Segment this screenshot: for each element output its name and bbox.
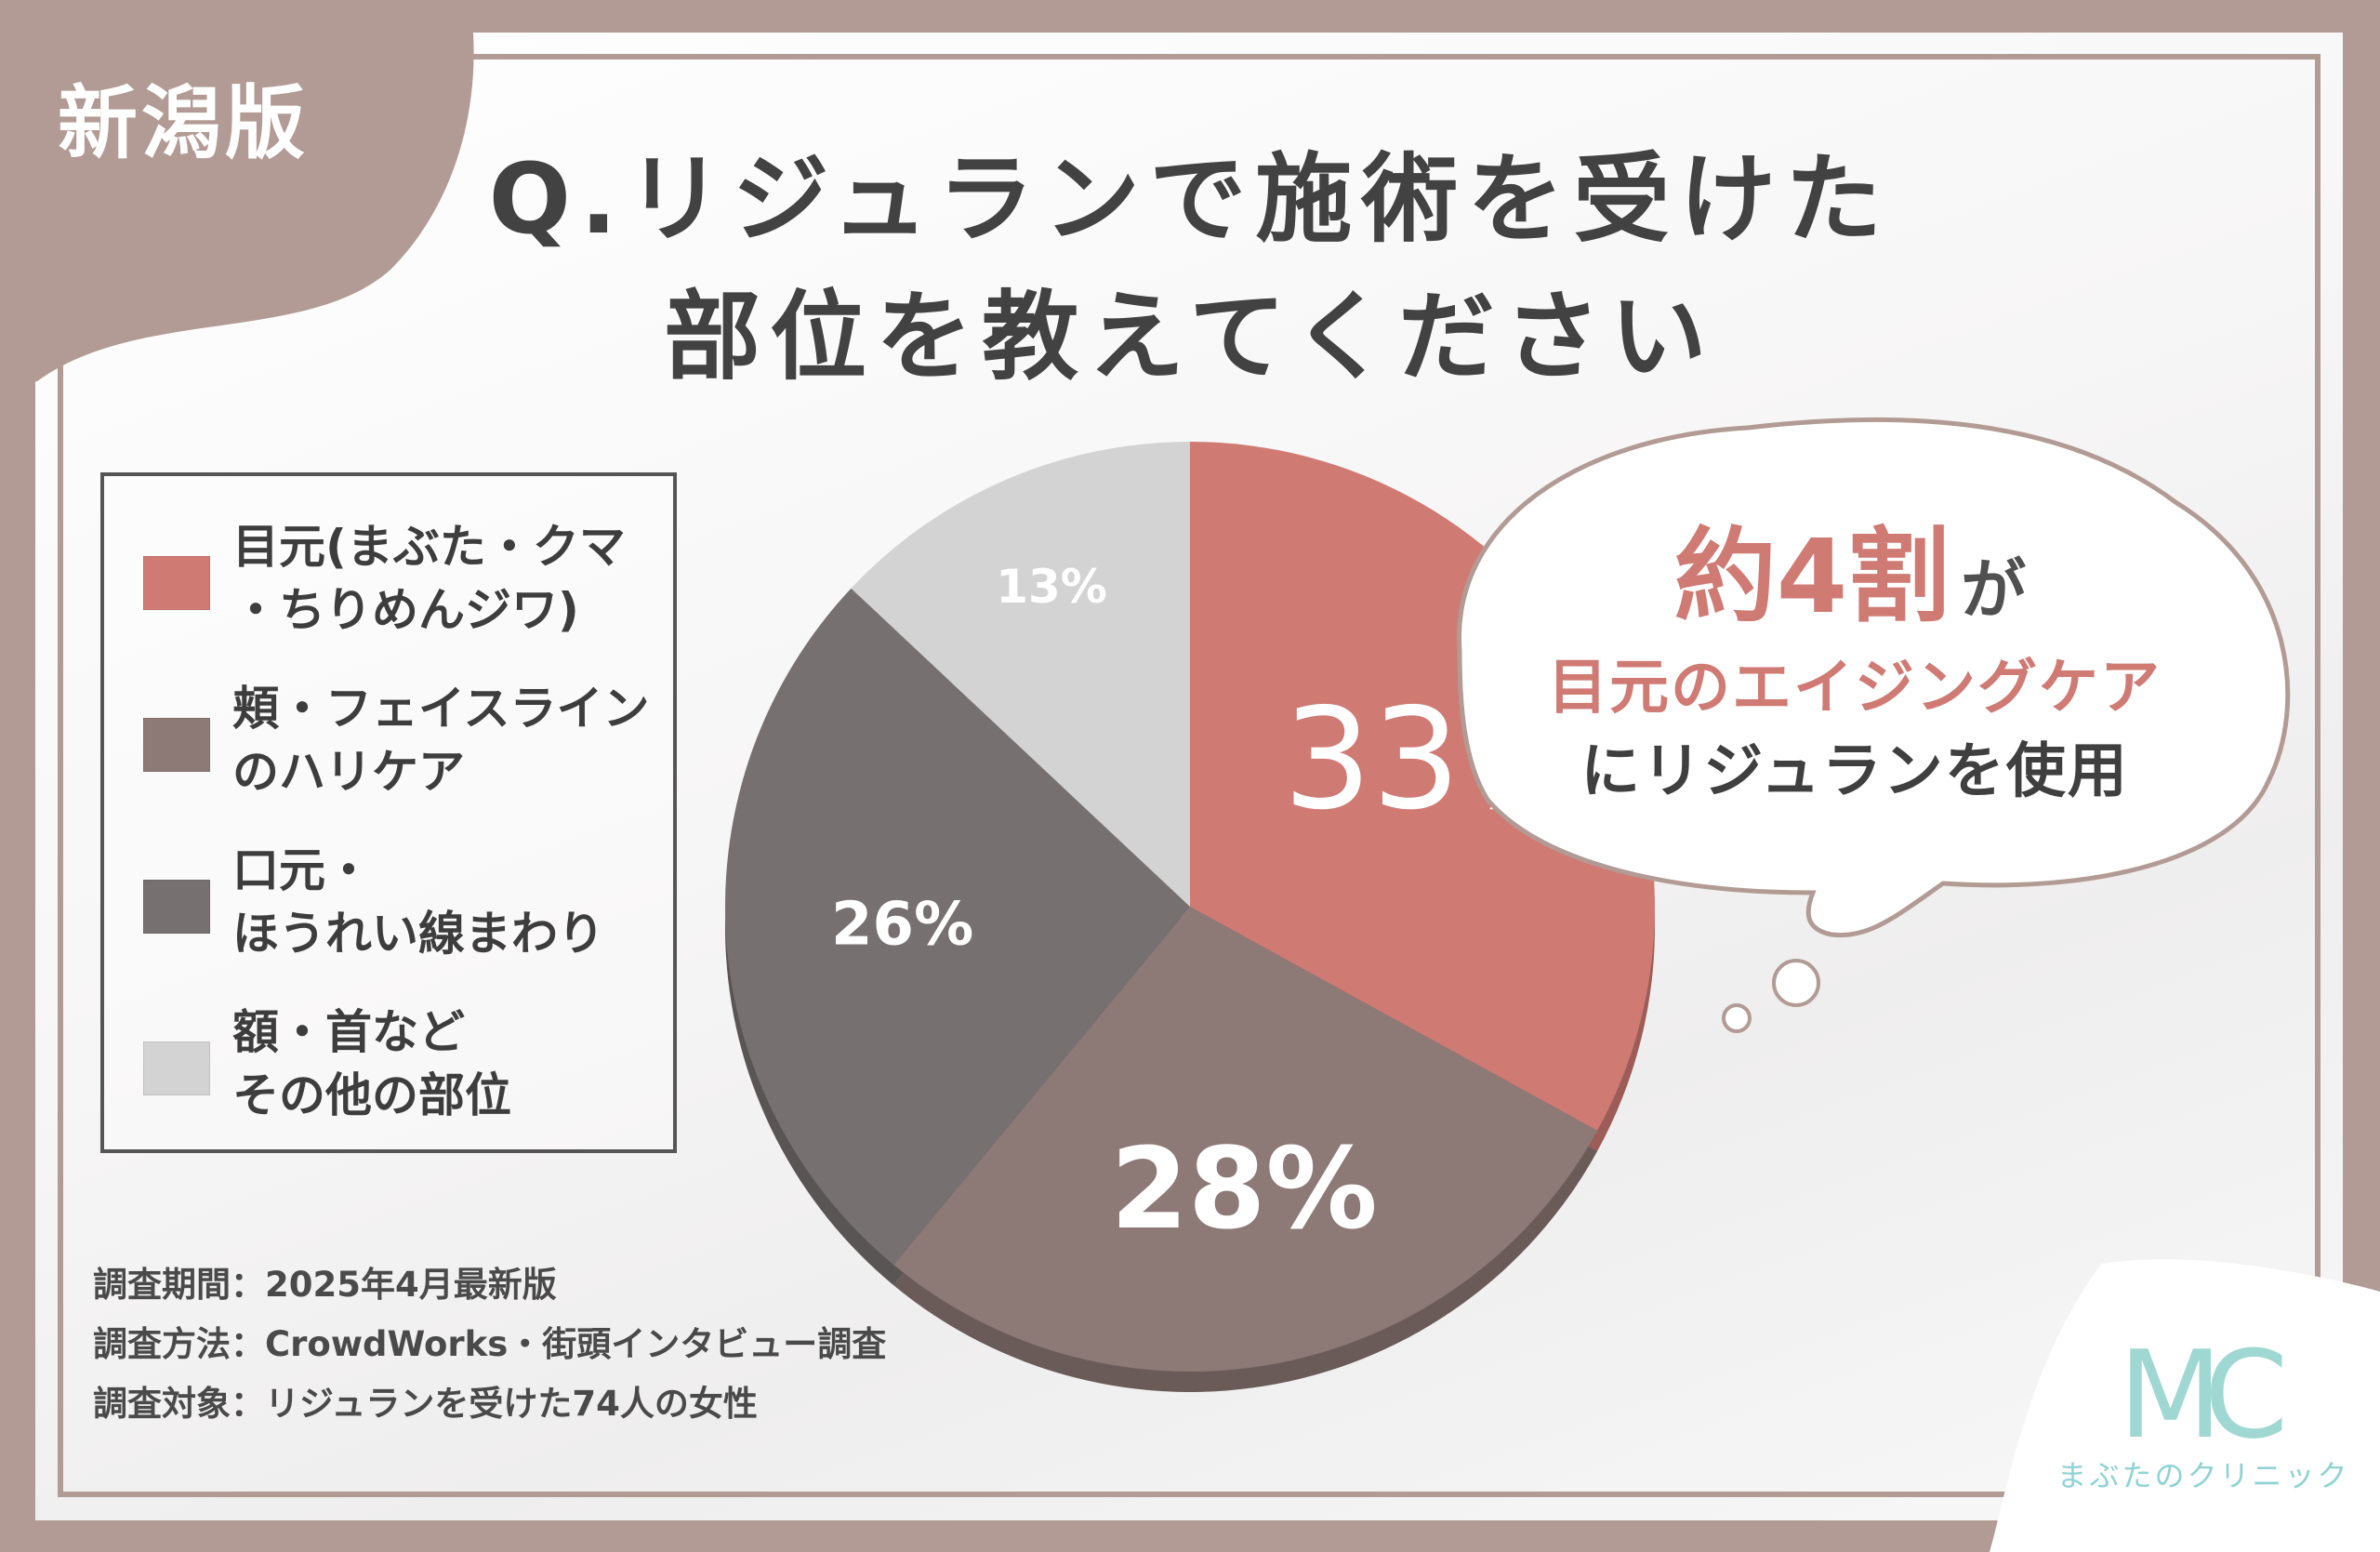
legend-swatch-cheek — [143, 718, 210, 772]
callout-main: 約4割 — [1673, 517, 1950, 636]
legend-swatch-other — [143, 1041, 210, 1095]
pie-slice-cheek — [893, 907, 1598, 1372]
legend-swatch-mouth — [143, 880, 210, 934]
callout-suffix: が — [1961, 551, 2027, 628]
legend-label-eye: 目元(まぶた・クマ ・ちりめんジワ) — [232, 520, 626, 637]
legend-swatch-eye — [143, 556, 210, 610]
title-line-2: 部位を教えてください — [664, 280, 1716, 393]
legend-label-mouth: 口元・ ほうれい線まわり — [232, 843, 604, 961]
callout-line-3: にリジュランを使用 — [1580, 737, 2129, 806]
speech-bubble — [1457, 417, 2291, 1033]
pie-label-other: 13% — [996, 560, 1107, 614]
title-line-1: Q.リジュランで施術を受けた — [488, 142, 1892, 256]
pie-label-mouth: 26% — [831, 890, 973, 959]
pie-slice-other — [851, 442, 1190, 907]
region-tag: 新潟版 — [58, 77, 309, 170]
clinic-logo-name: まぶたのクリニック — [2056, 1458, 2350, 1493]
inner-frame — [58, 54, 2320, 1497]
survey-target: 調査対象：リジュランを受けた74人の女性 — [93, 1384, 758, 1424]
callout-line-2: 目元のエイジングケア — [1548, 654, 2162, 723]
survey-period: 調査期間：2025年4月最新版 — [93, 1265, 557, 1305]
page-title: Q.リジュランで施術を受けた 部位を教えてください — [0, 130, 2380, 405]
pie-label-cheek: 28% — [1110, 1125, 1377, 1254]
chart-legend: 目元(まぶた・クマ ・ちりめんジワ) 頬・フェイスライン のハリケア 口元・ ほ… — [100, 472, 677, 1153]
corner-tag-shape — [0, 0, 474, 391]
logo-backdrop — [1990, 1259, 2380, 1552]
survey-method: 調査方法：CrowdWorks・街頭インタビュー調査 — [93, 1324, 887, 1364]
bubble-body — [1457, 417, 2291, 938]
survey-info: 調査期間：2025年4月最新版 調査方法：CrowdWorks・街頭インタビュー… — [93, 1255, 886, 1434]
clinic-logo-mark: MC — [2118, 1324, 2289, 1466]
legend-label-cheek: 頬・フェイスライン のハリケア — [232, 682, 650, 799]
bubble-dot-small — [1722, 1003, 1752, 1033]
bubble-dot-large — [1772, 959, 1820, 1007]
legend-label-other: 額・首など その他の部位 — [232, 1005, 511, 1122]
pie-slice-mouth — [725, 588, 1190, 1266]
callout-headline: 約4割が — [1599, 516, 2101, 650]
